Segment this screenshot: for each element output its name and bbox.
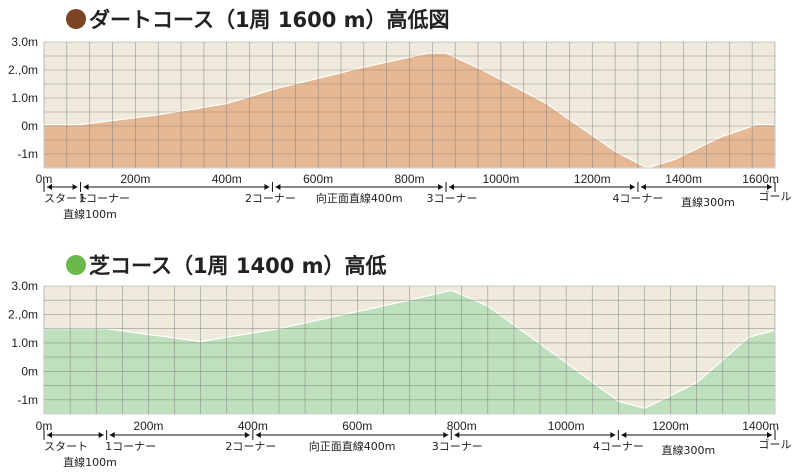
chart-1: 芝コース（1周 1400 m）高低 3.0m 2.,0m 1.0m 0m -1m 0m 200… [8,254,792,469]
x-tick-label-0: 1600m [742,172,779,186]
y-tick-label-0: 3.0m [11,35,38,49]
segment-label-1: 1コーナー [105,440,156,453]
segment-label-0: 2コーナー [245,192,296,205]
y-tick-label-0: 1.0m [11,91,38,105]
segment-label-0: スタート [44,192,88,205]
segment-arrowhead-1 [109,432,115,438]
segment-arrowhead-0 [629,184,635,190]
x-tick-label-1: 1400m [742,419,779,433]
segment-arrowhead-1 [621,432,627,438]
x-tick-label-0: 1400m [665,172,702,186]
segment-arrowhead-1 [47,432,52,438]
segment-arrowhead-1 [244,432,250,438]
y-tick-label-0: -1m [17,147,38,161]
segment-label-1: 4コーナー [593,440,644,453]
x-tick-label-0: 600m [303,172,333,186]
segment-label-1: ゴール [759,437,792,451]
segment-label-0: 1コーナー [79,192,130,205]
segment-label-1: 直線100m [63,455,117,469]
segment-arrowhead-0 [72,184,78,190]
segment-arrowhead-1 [443,432,449,438]
y-tick-label-1: 3.0m [11,279,38,293]
x-tick-label-0: 1200m [574,172,611,186]
y-tick-label-1: -1m [17,393,38,407]
segment-arrowhead-0 [83,184,89,190]
segment-label-0: ゴール [759,189,792,203]
segment-arrowhead-0 [264,184,270,190]
segment-arrowhead-0 [438,184,444,190]
segment-arrowhead-0 [275,184,281,190]
x-tick-label-1: 400m [238,419,268,433]
segment-label-1: スタート [44,440,88,453]
segment-label-0: 向正面直線400m [316,191,403,205]
segment-label-0: 直線300m [681,195,735,209]
segment-arrowhead-0 [640,184,646,190]
segment-label-1: 2コーナー [225,440,276,453]
y-tick-label-1: 1.0m [11,336,38,350]
y-tick-label-1: 0m [21,364,38,378]
x-tick-label-0: 800m [394,172,424,186]
y-tick-label-0: 2.,0m [8,63,38,77]
y-tick-label-1: 2.,0m [8,307,38,321]
segment-arrowhead-0 [449,184,455,190]
x-tick-label-1: 600m [342,419,372,433]
segment-arrowhead-1 [255,432,261,438]
segment-arrowhead-1 [610,432,616,438]
y-tick-label-0: 0m [21,119,38,133]
segment-label-1: 3コーナー [432,440,483,453]
x-tick-label-1: 1000m [548,419,585,433]
segment-arrowhead-1 [767,432,772,438]
segment-label-1: 直線300m [661,443,715,457]
segment-label-0: 3コーナー [427,192,478,205]
x-tick-label-1: 800m [447,419,477,433]
chart-0: ダートコース（1周 1600 m）高低図 3.0m 2.,0m 1.0m 0m -1m 0m… [8,8,792,221]
x-tick-label-0: 200m [120,172,150,186]
title-marker-1 [66,255,86,275]
segment-label-0: 直線100m [63,207,117,221]
segment-label-1: 向正面直線400m [309,439,396,453]
chart-title-1: 芝コース（1周 1400 m）高低 [89,254,387,278]
segment-arrowhead-0 [767,184,772,190]
title-marker-0 [66,9,86,29]
chart-title-0: ダートコース（1周 1600 m）高低図 [89,8,450,32]
segment-arrowhead-1 [454,432,460,438]
x-tick-label-1: 0m [36,419,53,433]
x-tick-label-1: 200m [133,419,163,433]
segment-arrowhead-1 [98,432,104,438]
segment-label-0: 4コーナー [612,192,663,205]
x-tick-label-0: 400m [212,172,242,186]
x-tick-label-1: 1200m [652,419,689,433]
x-tick-label-0: 1000m [483,172,520,186]
segment-arrowhead-0 [47,184,52,190]
x-tick-label-0: 0m [36,172,53,186]
